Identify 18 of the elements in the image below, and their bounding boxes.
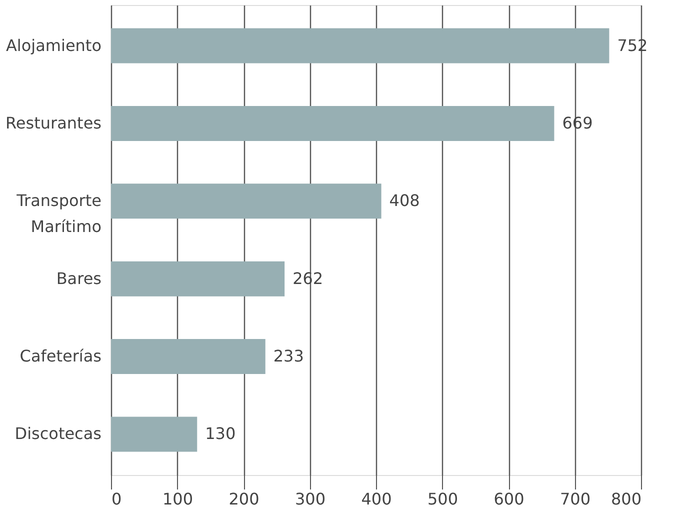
x-tick-label: 100 (162, 490, 194, 508)
x-tick-label: 700 (560, 490, 591, 508)
x-tick-label: 400 (361, 490, 392, 508)
y-tick-label: Discotecas (14, 424, 102, 444)
x-tick-label: 800 (610, 490, 642, 508)
x-tick-label: 0 (112, 490, 122, 508)
x-tick-label: 300 (294, 490, 326, 508)
y-tick-label: Bares (56, 268, 102, 288)
y-tick-label: Alojamiento (6, 36, 102, 55)
x-tick-label: 600 (494, 490, 524, 508)
y-tick-label: Transporte Marítimo (16, 191, 102, 236)
y-tick-label: Cafeterías (20, 346, 102, 366)
x-tick-label: 200 (228, 490, 260, 508)
data-label: 233 (273, 346, 304, 366)
data-label: 130 (205, 424, 236, 444)
x-tick-label: 500 (427, 490, 458, 508)
data-label: 408 (389, 191, 420, 210)
y-tick-label: Resturantes (6, 113, 102, 132)
